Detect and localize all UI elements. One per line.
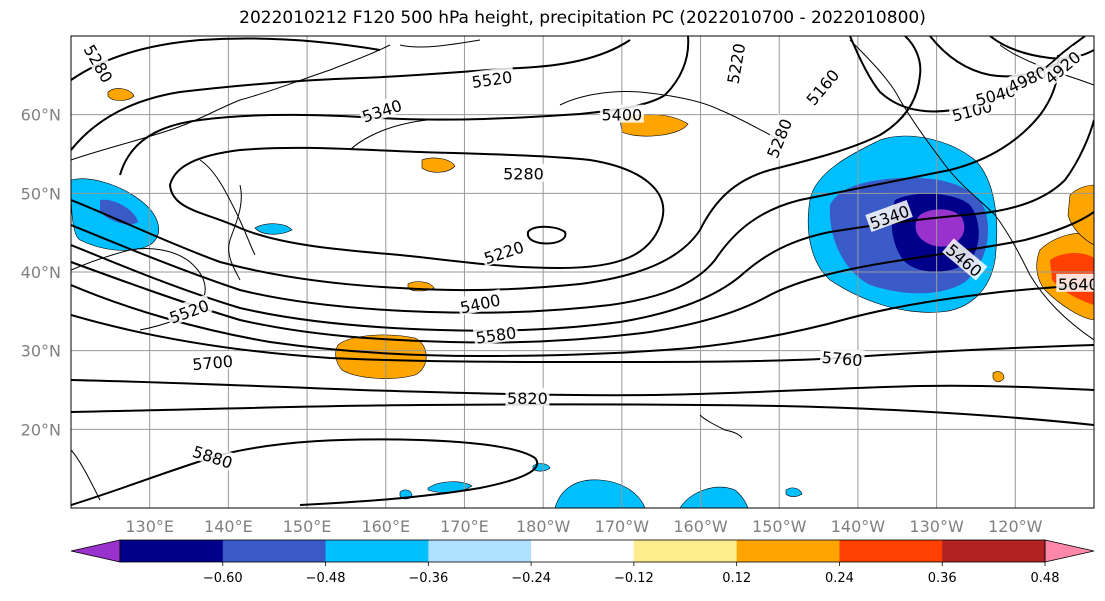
contour-label: 5640 — [1056, 273, 1099, 294]
lat-tick-label: 40°N — [21, 263, 61, 282]
colorbar-segment — [428, 540, 532, 562]
lon-tick-label: 160°E — [361, 517, 410, 536]
lon-tick-label: 120°W — [988, 517, 1043, 536]
lon-tick-label: 180°W — [516, 517, 571, 536]
colorbar-segment — [531, 540, 635, 562]
colorbar-tick-label: 0.48 — [1031, 571, 1060, 586]
lon-tick-label: 170°W — [595, 517, 650, 536]
colorbar-tick-label: 0.36 — [928, 571, 957, 586]
colorbar-extend-low — [70, 539, 121, 563]
colorbar-segment — [942, 540, 1046, 562]
map-frame — [70, 35, 1095, 509]
lon-tick-label: 160°W — [673, 517, 728, 536]
lon-tick-label: 140°W — [831, 517, 886, 536]
chart-title: 2022010212 F120 500 hPa height, precipit… — [239, 8, 926, 28]
lat-tick-label: 20°N — [21, 420, 61, 439]
lon-tick-label: 170°E — [440, 517, 489, 536]
latitude-labels: 60°N 50°N 40°N 30°N 20°N — [21, 106, 61, 440]
colorbar-tick-label: 0.12 — [722, 571, 751, 586]
longitude-labels: 130°E 140°E 150°E 160°E 170°E 180°W 170°W 160°W… — [125, 517, 1042, 536]
colorbar-tick-label: −0.36 — [408, 571, 448, 586]
svg-text:5760: 5760 — [821, 348, 863, 370]
colorbar-tick-label: 0.24 — [825, 571, 854, 586]
colorbar-extend-high — [1044, 539, 1095, 563]
colorbar-tick-label: −0.60 — [203, 571, 243, 586]
lon-tick-label: 140°E — [204, 517, 253, 536]
svg-text:5400: 5400 — [601, 106, 642, 125]
contour-label: 5820 — [505, 387, 550, 408]
lon-tick-label: 150°E — [283, 517, 332, 536]
svg-text:5280: 5280 — [503, 165, 544, 184]
contour-label: 5280 — [501, 163, 546, 184]
colorbar-segment — [120, 540, 224, 562]
contour-label: 5700 — [189, 350, 236, 374]
svg-text:5640: 5640 — [1058, 275, 1099, 294]
contour-label: 5760 — [819, 346, 865, 370]
contour-label: 5580 — [472, 321, 519, 348]
lon-tick-label: 130°W — [909, 517, 964, 536]
lat-tick-label: 30°N — [21, 342, 61, 361]
lon-tick-label: 130°E — [125, 517, 174, 536]
contour-label: 5520 — [468, 66, 515, 92]
coastlines — [71, 39, 1094, 501]
lat-tick-label: 60°N — [21, 106, 61, 125]
colorbar-segment — [839, 540, 943, 562]
svg-text:5700: 5700 — [192, 352, 234, 374]
colorbar-segment — [633, 540, 738, 562]
colorbar-tick-label: −0.24 — [511, 571, 551, 586]
lat-tick-label: 50°N — [21, 184, 61, 203]
colorbar-segment — [325, 540, 429, 562]
height-contours — [71, 36, 1094, 506]
colorbar-tick-label: −0.12 — [614, 571, 654, 586]
svg-text:5820: 5820 — [507, 389, 548, 408]
contour-label: 5400 — [599, 104, 644, 125]
lon-tick-label: 150°W — [752, 517, 807, 536]
colorbar: −0.60 −0.48 −0.36 −0.24 −0.12 0.12 0.24 0.36 0.4… — [70, 539, 1095, 586]
colorbar-tick-label: −0.48 — [306, 571, 346, 586]
colorbar-segment — [222, 540, 327, 562]
colorbar-segment — [736, 540, 840, 562]
